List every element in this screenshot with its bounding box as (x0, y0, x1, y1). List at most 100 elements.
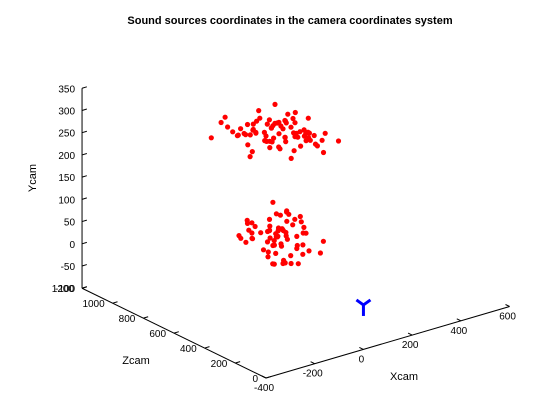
y-tick-label: 0 (69, 240, 75, 251)
x-tick-label: -200 (303, 369, 323, 380)
data-point (267, 145, 273, 151)
y-tick-label: -50 (61, 262, 76, 273)
y-tick-label: 50 (64, 218, 76, 229)
y-tick (81, 152, 87, 156)
data-point (278, 123, 284, 129)
data-point (243, 132, 249, 138)
data-point (306, 130, 312, 136)
x-tick (456, 318, 462, 322)
data-point (267, 223, 273, 229)
y-tick (81, 241, 87, 245)
data-point (271, 238, 277, 244)
data-point (335, 138, 342, 144)
data-point (292, 134, 298, 140)
x-tick-label: 400 (451, 326, 468, 337)
data-point (294, 233, 300, 239)
z-tick (235, 361, 241, 364)
camera-marker (355, 298, 372, 316)
y-tick (81, 175, 87, 178)
y-tick-label: -100 (55, 284, 75, 295)
y-tick (81, 286, 87, 289)
data-point (276, 131, 282, 137)
y-tick-label: 250 (58, 129, 75, 140)
data-point (265, 254, 271, 260)
data-point (277, 212, 283, 218)
y-tick-label: 300 (58, 106, 75, 117)
data-point (266, 117, 272, 123)
z-tick-label: 1000 (82, 299, 105, 310)
data-point (290, 115, 296, 122)
data-point (249, 149, 255, 155)
data-point (247, 132, 253, 138)
z-tick (265, 376, 271, 379)
y-tick (81, 219, 87, 223)
z-tick (173, 331, 179, 334)
x-tick (359, 346, 364, 350)
data-point (266, 228, 272, 234)
y-tick (81, 130, 87, 134)
data-point (282, 118, 288, 124)
data-point (245, 142, 251, 148)
z-tick-label: 1200 (52, 284, 75, 295)
data-point (218, 119, 224, 126)
data-point (288, 155, 294, 161)
data-point (258, 230, 264, 236)
data-point (249, 236, 256, 242)
data-point (319, 137, 325, 143)
data-point (317, 250, 323, 256)
data-point (244, 121, 251, 128)
data-point (322, 130, 328, 136)
z-tick (204, 346, 210, 349)
data-point (284, 209, 290, 215)
x-tick (505, 304, 510, 307)
data-point (283, 233, 289, 239)
data-point (300, 242, 306, 248)
data-point (271, 135, 277, 141)
z-tick-label: 400 (180, 344, 197, 355)
data-points (208, 101, 342, 267)
data-point (270, 261, 276, 267)
data-point (283, 139, 289, 145)
z-tick-label: 0 (252, 374, 258, 385)
x-tick-label: 0 (359, 354, 365, 365)
data-point (306, 248, 312, 254)
data-point (249, 220, 255, 226)
data-point (311, 132, 317, 139)
y-tick-label: 350 (58, 84, 75, 95)
data-point (279, 226, 285, 232)
data-point (274, 120, 280, 126)
chart-title: Sound sources coordinates in the camera … (127, 15, 452, 27)
xlabel: Xcam (390, 371, 418, 383)
data-point (300, 251, 306, 257)
data-point (264, 239, 271, 245)
data-point (271, 242, 277, 248)
data-point (292, 120, 298, 126)
data-point (285, 111, 291, 117)
axes-frame: -400-2000200400600020040060080010001200-… (52, 84, 517, 394)
x-tick (310, 361, 315, 365)
data-point (292, 216, 298, 222)
x-tick-label: -400 (254, 383, 274, 394)
data-point (297, 213, 303, 220)
x-tick (261, 375, 267, 379)
data-point (208, 135, 214, 141)
x-tick (407, 332, 413, 336)
data-point (272, 101, 278, 107)
data-point (260, 247, 267, 253)
data-point (274, 234, 280, 240)
data-point (238, 235, 244, 241)
data-point (292, 109, 298, 116)
data-point (230, 129, 236, 135)
data-point (249, 230, 255, 236)
data-point (282, 134, 288, 140)
z-tick (143, 316, 149, 319)
z-tick-label: 800 (119, 314, 136, 325)
data-point (265, 249, 271, 255)
data-point (284, 218, 290, 224)
data-point (267, 235, 273, 241)
data-point (301, 224, 307, 230)
data-point (294, 242, 300, 249)
data-point (305, 115, 311, 121)
data-point (312, 141, 319, 147)
z-tick (112, 301, 118, 304)
